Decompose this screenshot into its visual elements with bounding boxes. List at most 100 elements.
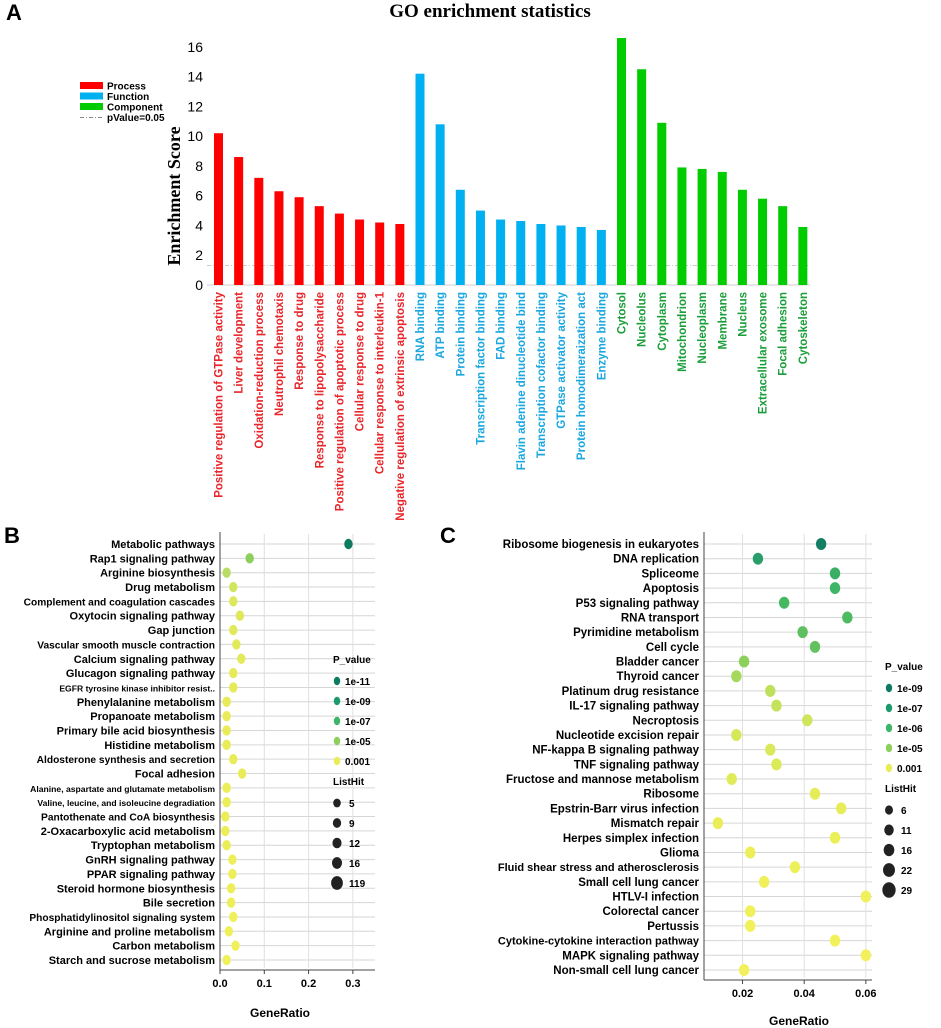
dot-calcium-signaling-pathway: [237, 653, 246, 664]
legend-pvalue-label: 1e-05: [897, 744, 923, 755]
dot-focal-adhesion: [237, 768, 247, 779]
legend-pvalue-swatch: [333, 696, 341, 706]
category-label: Neutrophil chemotaxis: [274, 292, 286, 416]
dot-fructose-and-mannose-metabolism: [726, 773, 737, 786]
bar-nucleoplasm: [697, 168, 707, 285]
category-label: Response to lipopolysaccharide: [314, 292, 326, 468]
pathway-label: Arginine biosynthesis: [100, 568, 215, 580]
pathway-label: GnRH signaling pathway: [85, 855, 215, 867]
pathway-label: Arginine and proline metabolism: [44, 926, 215, 938]
legend-pvalue-swatch: [333, 736, 341, 746]
legend-swatch-process: [80, 82, 103, 89]
dot-propanoate-metabolism: [222, 710, 231, 722]
panel-label-c: C: [440, 523, 456, 548]
dot-herpes-simplex-infection: [829, 831, 841, 844]
y-tick-label: 4: [195, 217, 203, 233]
dot-starch-and-sucrose-metabolism: [222, 954, 231, 966]
dot-spliceome: [829, 567, 841, 580]
dot-glioma: [745, 846, 756, 859]
x-axis-label-c: GeneRatio: [769, 1014, 829, 1028]
dot-steroid-hormone-biosynthesis: [226, 883, 236, 894]
pathway-label: RNA transport: [621, 612, 699, 624]
pathway-label: Aldosterone synthesis and secretion: [37, 755, 215, 766]
category-label: Membrane: [717, 292, 729, 350]
bar-nucleus: [737, 189, 747, 285]
y-tick-label: 14: [187, 69, 203, 85]
bar-atp-binding: [435, 124, 445, 286]
panel-label-b: B: [4, 523, 20, 548]
bar-focal-adhesion: [778, 206, 788, 285]
pathway-label: Spliceome: [641, 568, 699, 580]
pathway-label: Rap1 signaling pathway: [90, 553, 216, 565]
bar-response-to-lipopolysaccharide: [314, 206, 324, 285]
dot-ribosome-biogenesis-in-eukaryotes: [815, 538, 827, 550]
bar-protein-homodimeraization-act: [576, 226, 586, 285]
legend-size-swatch: [884, 824, 894, 836]
legend-size-label: 11: [901, 826, 912, 837]
legend-size-label: 16: [901, 846, 913, 857]
legend-size-label: 5: [349, 799, 355, 810]
legend-pvalue-label: 0.001: [345, 757, 370, 768]
x-axis-label-b: GeneRatio: [250, 1006, 310, 1020]
dot-aldosterone-synthesis-and-secretion: [229, 753, 238, 765]
dot-oxytocin-signaling-pathway: [235, 610, 245, 621]
pathway-label: Pantothenate and CoA biosynthesis: [41, 813, 215, 824]
pathway-label: Complement and coagulation cascades: [24, 597, 216, 608]
bar-oxidation-reduction-process: [254, 177, 264, 285]
bar-negative-regulation-of-extrinsic-apoptosis: [395, 223, 405, 285]
legend-pvalue-swatch: [885, 763, 893, 773]
bar-cytoplasm: [657, 122, 667, 285]
x-tick-label: 0.1: [257, 978, 272, 990]
dot-cell-cycle: [809, 640, 821, 653]
dot-complement-and-coagulation-cascades: [229, 596, 238, 607]
dot-small-cell-lung-cancer: [758, 875, 770, 888]
pathway-label: Phosphatidylinositol signaling system: [29, 913, 215, 924]
dot-il-17-signaling-pathway: [771, 699, 782, 712]
dot-mapk-signaling-pathway: [860, 949, 872, 962]
legend-title-listhit: ListHit: [885, 784, 917, 795]
y-tick-label: 2: [195, 247, 203, 263]
legend-size-label: 22: [901, 866, 913, 877]
legend-size-label: 9: [349, 819, 355, 830]
dot-primary-bile-acid-biosynthesis: [222, 725, 231, 736]
legend-pvalue-swatch: [885, 703, 893, 713]
legend-swatch-component: [80, 103, 103, 110]
bar-fad-binding: [496, 219, 506, 285]
dot-pertussis: [745, 919, 756, 932]
category-label: Negative regulation of extrinsic apoptos…: [395, 292, 407, 521]
dot-epstrin-barr-virus-infection: [835, 802, 847, 815]
x-tick-label: 0.3: [345, 978, 360, 990]
pathway-label: MAPK signaling pathway: [562, 950, 699, 962]
dot-apoptosis: [829, 582, 841, 595]
pathway-label: Epstrin-Barr virus infection: [550, 803, 699, 815]
legend-size-swatch: [331, 857, 343, 869]
dot-bile-secretion: [226, 897, 236, 908]
dot-non-small-cell-lung-cancer: [738, 964, 750, 976]
bar-gtpase-activator-activity: [556, 225, 566, 285]
legend-size-label: 6: [901, 806, 907, 817]
legend-pvalue-label: 1e-11: [345, 677, 370, 688]
dot-2-oxacarboxylic-acid-metabolism: [221, 825, 230, 837]
dot-rna-transport: [842, 611, 853, 624]
category-label: Cellular response to interleukin-1: [375, 291, 387, 474]
category-label: Nucleoplasm: [697, 292, 709, 364]
bar-transcription-factor-binding: [475, 210, 485, 285]
dot-platinum-drug-resistance: [765, 684, 776, 697]
bar-cellular-response-to-interleukin-1: [375, 222, 385, 285]
category-label: Flavin adenine dinucleotide bind: [516, 292, 528, 470]
pathway-label: IL-17 signaling pathway: [569, 701, 699, 713]
dot-colorectal-cancer: [745, 905, 756, 918]
legend-size-swatch: [883, 843, 895, 857]
legend-pvalue-label: 1e-09: [897, 684, 923, 695]
category-label: Response to drug: [294, 292, 306, 390]
legend-title-pvalue: P_value: [885, 662, 923, 673]
dot-pantothenate-and-coa-biosynthesis: [221, 811, 230, 822]
legend-pvalue-swatch: [333, 756, 341, 766]
legend-size-label: 29: [901, 886, 913, 897]
legend-pvalue-label: 1e-05: [345, 737, 371, 748]
dot-valine-leucine-and-isoleucine-degradiation: [222, 797, 231, 808]
legend-size-swatch: [885, 805, 893, 815]
bar-neutrophil-chemotaxis: [274, 191, 284, 285]
y-tick-label: 12: [187, 98, 203, 114]
